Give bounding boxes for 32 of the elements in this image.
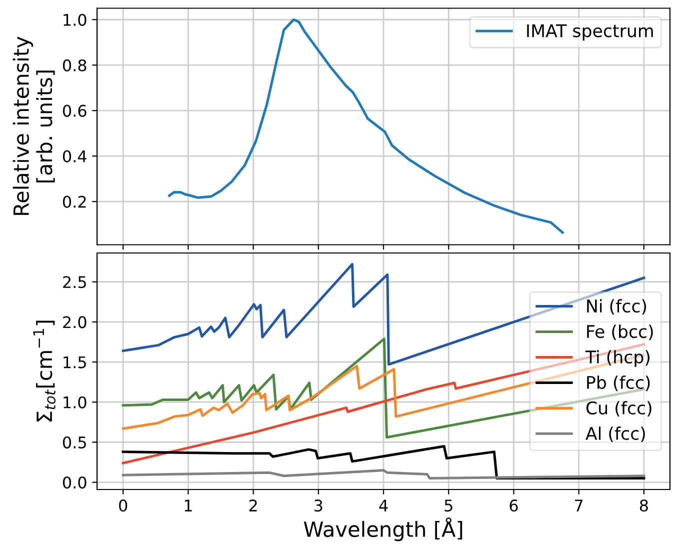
legend-label: Fe (bcc) — [587, 324, 653, 340]
y-tick-label: 2.0 — [63, 316, 86, 328]
y-tick-label: 1.0 — [64, 14, 86, 26]
x-axis-title: Wavelength [Å] — [304, 517, 462, 542]
x-tick-label: 7 — [575, 500, 583, 512]
line-series — [122, 469, 646, 480]
y-tick-label: 0.8 — [62, 59, 86, 72]
line-series — [122, 444, 646, 480]
y-tick-label: 1.0 — [64, 396, 86, 408]
y-tick-label: 0.2 — [62, 196, 86, 208]
y-axis-title: Relative intensity [arb. units] — [12, 36, 55, 215]
y-tick-label: 2.5 — [63, 276, 86, 288]
x-tick-label: 6 — [510, 500, 518, 512]
legend-label: Al (fcc) — [586, 426, 645, 442]
legend-label: Ni (fcc) — [587, 299, 646, 315]
legend-label: IMAT spectrum — [527, 24, 653, 41]
x-tick-label: 1 — [184, 500, 192, 512]
legend-label: Pb (fcc) — [587, 376, 650, 392]
x-tick-label: 3 — [314, 500, 322, 512]
x-tick-label: 2 — [249, 500, 257, 512]
x-tick-label: 4 — [379, 500, 388, 512]
y-axis-title: Σ$_{tot}$[cm$^{−1}$] — [33, 320, 56, 422]
x-tick-label: 0 — [119, 500, 128, 512]
legend-label: Cu (fcc) — [586, 401, 652, 417]
x-tick-label: 8 — [640, 500, 648, 512]
y-tick-label: 0.6 — [62, 104, 86, 117]
x-tick-label: 5 — [444, 500, 452, 512]
y-tick-label: 1.5 — [64, 356, 86, 368]
legend-label: Ti (hcp) — [585, 350, 650, 367]
y-tick-label: 0.4 — [62, 150, 86, 162]
y-tick-label: 0.0 — [62, 476, 86, 489]
y-tick-label: 0.5 — [62, 436, 86, 448]
